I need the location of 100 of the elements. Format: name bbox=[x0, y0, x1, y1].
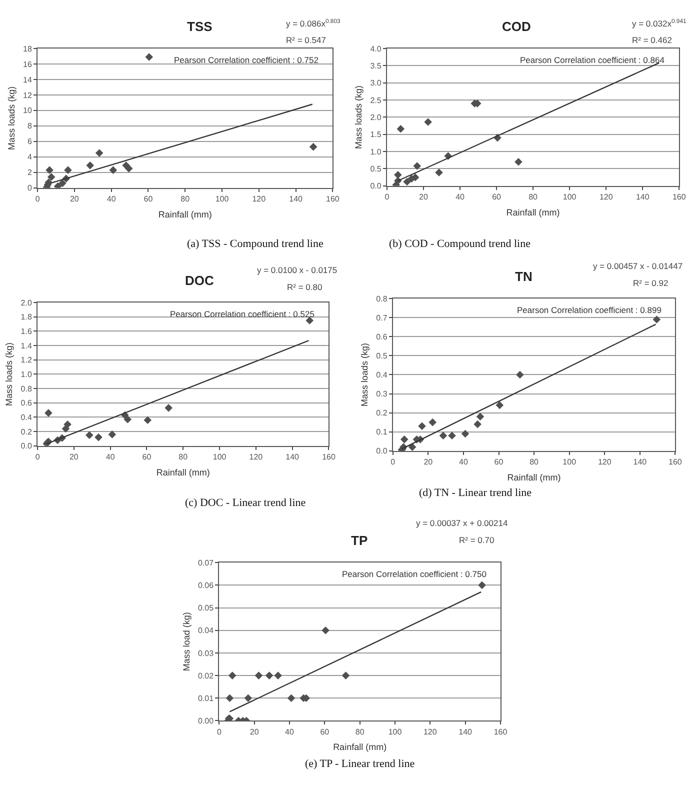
x-tick-label: 60 bbox=[320, 727, 330, 736]
text: (b) COD - Compound trend line bbox=[389, 238, 531, 250]
x-tick-label: 40 bbox=[106, 194, 116, 204]
text: (d) TN - Linear trend line bbox=[419, 487, 532, 499]
chart-title: DOC bbox=[185, 273, 214, 288]
y-tick-label: 3.0 bbox=[370, 78, 382, 88]
y-axis-title: Mass loads (kg) bbox=[360, 342, 370, 406]
x-tick-label: 120 bbox=[252, 194, 266, 204]
y-tick-label: 14 bbox=[23, 75, 32, 84]
x-tick-label: 120 bbox=[423, 727, 438, 736]
y-tick-label: 2 bbox=[27, 168, 32, 178]
y-tick-label: 0.3 bbox=[376, 390, 388, 399]
annotation: Pearson Correlation coefficient : 0.752 bbox=[174, 55, 319, 65]
text: y = 0.00037 x + 0.00214 bbox=[416, 518, 508, 528]
text: y = 0.086x$^{0.803}$ bbox=[286, 18, 342, 29]
text: R² = 0.70 bbox=[459, 535, 494, 545]
y-tick-label: 6 bbox=[27, 137, 32, 146]
y-tick-label: 1.4 bbox=[20, 341, 32, 350]
x-tick-label: 60 bbox=[494, 457, 504, 466]
x-tick-label: 0 bbox=[35, 452, 40, 462]
x-tick-label: 120 bbox=[249, 452, 264, 462]
x-tick-label: 140 bbox=[633, 457, 648, 466]
y-tick-label: 0.1 bbox=[376, 428, 388, 437]
x-axis-title: Rainfall (mm) bbox=[506, 207, 560, 218]
y-axis-title: Mass load (kg) bbox=[181, 612, 192, 672]
x-tick-label: 20 bbox=[419, 192, 428, 202]
x-tick-label: 80 bbox=[180, 194, 190, 204]
x-tick-label: 80 bbox=[355, 727, 365, 736]
x-axis-title: Rainfall (mm) bbox=[156, 467, 210, 478]
y-tick-label: 0.7 bbox=[376, 313, 388, 322]
chart-title: TP bbox=[351, 533, 368, 548]
y-tick-label: 4.0 bbox=[370, 44, 382, 54]
x-tick-label: 160 bbox=[322, 452, 336, 462]
x-tick-label: 0 bbox=[216, 727, 222, 736]
x-tick-label: 40 bbox=[456, 192, 466, 202]
x-tick-label: 20 bbox=[424, 457, 434, 466]
y-tick-label: 0.5 bbox=[376, 351, 388, 360]
text: y = 0.032x$^{0.941}$ bbox=[632, 18, 688, 29]
y-tick-label: 4 bbox=[27, 152, 32, 162]
y-tick-label: 0.8 bbox=[20, 384, 32, 394]
y-tick-label: 0.6 bbox=[376, 332, 388, 342]
y-tick-label: 2.5 bbox=[370, 96, 382, 105]
x-tick-label: 120 bbox=[598, 457, 612, 466]
y-tick-label: 0.6 bbox=[20, 398, 32, 408]
x-tick-label: 80 bbox=[178, 452, 188, 462]
x-tick-label: 0 bbox=[35, 194, 40, 204]
y-tick-label: 0.4 bbox=[376, 370, 388, 380]
chart-title: TSS bbox=[187, 19, 213, 34]
x-tick-label: 140 bbox=[636, 192, 650, 202]
x-tick-label: 60 bbox=[144, 194, 154, 204]
y-tick-label: 16 bbox=[23, 60, 32, 69]
x-tick-label: 160 bbox=[326, 194, 340, 204]
y-axis-title: Mass loads (kg) bbox=[6, 86, 16, 150]
x-tick-label: 100 bbox=[215, 194, 230, 204]
x-tick-label: 60 bbox=[142, 452, 152, 462]
y-axis-title: Mass loads (kg) bbox=[354, 85, 364, 149]
y-tick-label: 1.2 bbox=[20, 356, 32, 365]
y-tick-label: 0.4 bbox=[20, 413, 32, 422]
y-tick-label: 3.5 bbox=[370, 61, 382, 70]
chart-title: TN bbox=[515, 269, 532, 284]
text: R² = 0.547 bbox=[286, 35, 326, 45]
x-tick-label: 0 bbox=[390, 457, 396, 466]
x-tick-label: 160 bbox=[494, 727, 508, 736]
y-tick-label: 0.04 bbox=[198, 626, 214, 636]
x-tick-label: 20 bbox=[250, 727, 260, 736]
y-tick-label: 2.0 bbox=[370, 112, 382, 122]
y-tick-label: 0.5 bbox=[370, 164, 382, 174]
y-tick-label: 1.8 bbox=[20, 312, 32, 322]
y-tick-label: 1.0 bbox=[370, 147, 382, 156]
y-tick-label: 0 bbox=[27, 184, 32, 193]
x-tick-label: 120 bbox=[599, 192, 614, 202]
x-tick-label: 160 bbox=[668, 457, 682, 466]
y-tick-label: 0.06 bbox=[198, 580, 214, 590]
x-tick-label: 80 bbox=[528, 192, 538, 202]
annotation: Pearson Correlation coefficient : 0.525 bbox=[170, 309, 315, 319]
text: (c) DOC - Linear trend line bbox=[185, 497, 306, 509]
x-tick-label: 160 bbox=[672, 192, 686, 202]
y-tick-label: 0.01 bbox=[198, 694, 214, 703]
x-tick-label: 140 bbox=[286, 452, 300, 462]
x-tick-label: 80 bbox=[530, 457, 540, 466]
annotation: Pearson Correlation coefficient : 0.864 bbox=[520, 55, 665, 65]
y-tick-label: 18 bbox=[23, 44, 32, 54]
x-tick-label: 20 bbox=[69, 452, 79, 462]
y-tick-label: 0.0 bbox=[20, 442, 32, 451]
y-tick-label: 0.0 bbox=[370, 182, 382, 191]
x-tick-label: 40 bbox=[285, 727, 294, 736]
x-tick-label: 100 bbox=[212, 452, 227, 462]
x-tick-label: 60 bbox=[492, 192, 502, 202]
y-tick-label: 0.2 bbox=[20, 427, 32, 436]
text: R² = 0.462 bbox=[632, 35, 672, 45]
x-tick-label: 20 bbox=[70, 194, 80, 204]
text: y = 0.0100 x - 0.0175 bbox=[257, 265, 338, 275]
x-tick-label: 140 bbox=[458, 727, 473, 736]
x-axis-title: Rainfall (mm) bbox=[333, 742, 387, 752]
y-tick-label: 10 bbox=[23, 106, 32, 116]
y-tick-label: 1.6 bbox=[20, 327, 32, 336]
x-tick-label: 140 bbox=[289, 194, 304, 204]
x-axis-title: Rainfall (mm) bbox=[507, 472, 561, 482]
x-tick-label: 40 bbox=[459, 457, 468, 466]
y-tick-label: 1.5 bbox=[370, 130, 382, 140]
